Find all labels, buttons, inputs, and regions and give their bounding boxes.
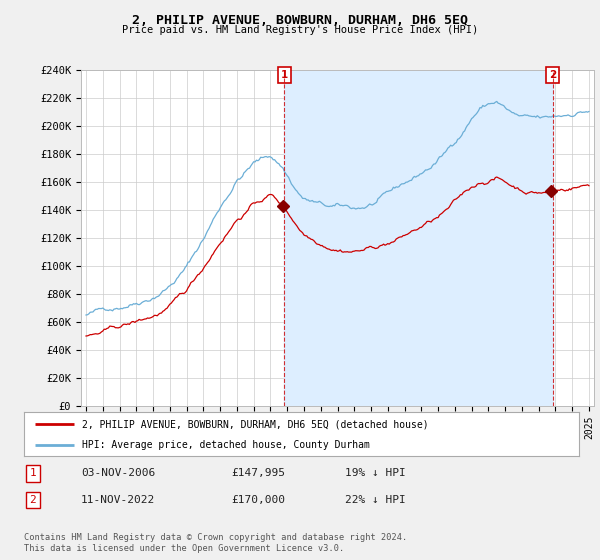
Text: HPI: Average price, detached house, County Durham: HPI: Average price, detached house, Coun… <box>82 440 370 450</box>
Text: 19% ↓ HPI: 19% ↓ HPI <box>345 468 406 478</box>
Text: £147,995: £147,995 <box>231 468 285 478</box>
Text: 2, PHILIP AVENUE, BOWBURN, DURHAM, DH6 5EQ: 2, PHILIP AVENUE, BOWBURN, DURHAM, DH6 5… <box>132 14 468 27</box>
Text: 11-NOV-2022: 11-NOV-2022 <box>81 495 155 505</box>
Bar <box>284 70 553 406</box>
Text: Contains HM Land Registry data © Crown copyright and database right 2024.
This d: Contains HM Land Registry data © Crown c… <box>24 533 407 553</box>
Text: 2: 2 <box>549 70 556 80</box>
Text: Price paid vs. HM Land Registry's House Price Index (HPI): Price paid vs. HM Land Registry's House … <box>122 25 478 35</box>
Text: 22% ↓ HPI: 22% ↓ HPI <box>345 495 406 505</box>
Text: £170,000: £170,000 <box>231 495 285 505</box>
Text: 03-NOV-2006: 03-NOV-2006 <box>81 468 155 478</box>
Text: 2, PHILIP AVENUE, BOWBURN, DURHAM, DH6 5EQ (detached house): 2, PHILIP AVENUE, BOWBURN, DURHAM, DH6 5… <box>82 419 429 429</box>
Text: 2: 2 <box>29 495 37 505</box>
Text: 1: 1 <box>29 468 37 478</box>
Text: 1: 1 <box>281 70 288 80</box>
